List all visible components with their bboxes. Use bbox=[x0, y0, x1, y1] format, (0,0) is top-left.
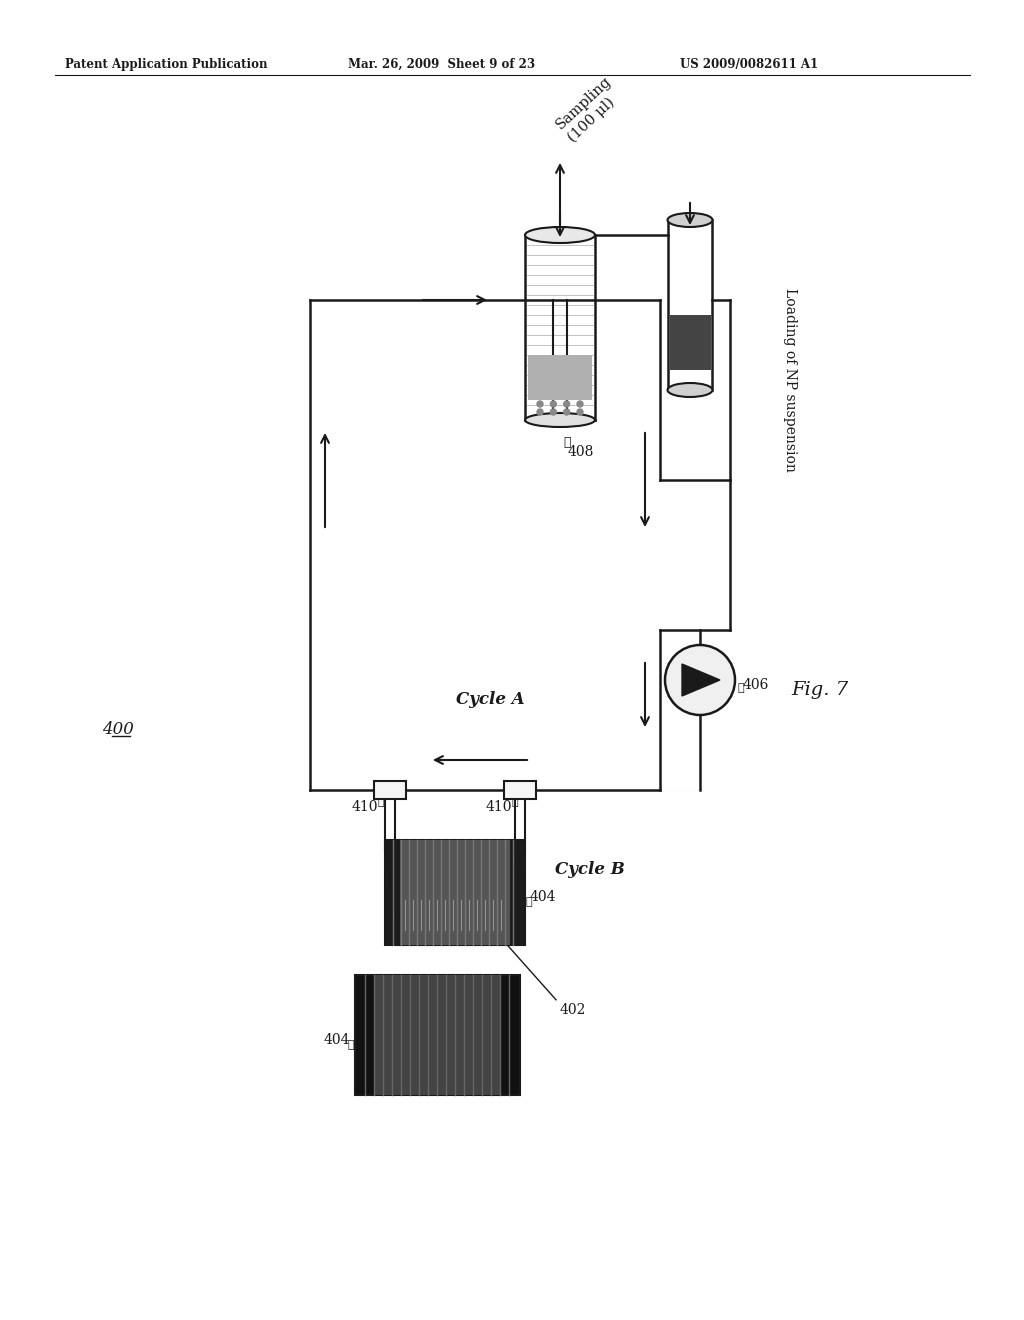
Ellipse shape bbox=[525, 227, 595, 243]
Text: 410: 410 bbox=[485, 800, 512, 814]
Text: Fig. 7: Fig. 7 bbox=[792, 681, 849, 700]
Text: 402: 402 bbox=[560, 1003, 587, 1016]
Text: 406: 406 bbox=[743, 678, 769, 692]
Circle shape bbox=[563, 401, 569, 407]
Ellipse shape bbox=[525, 413, 595, 426]
Circle shape bbox=[537, 409, 543, 414]
Bar bbox=[355, 975, 520, 1096]
Bar bbox=[670, 315, 711, 370]
Circle shape bbox=[550, 401, 556, 407]
Text: US 2009/0082611 A1: US 2009/0082611 A1 bbox=[680, 58, 818, 71]
Text: ⌣: ⌣ bbox=[347, 1040, 354, 1049]
Bar bbox=[374, 781, 406, 799]
Ellipse shape bbox=[668, 383, 713, 397]
Circle shape bbox=[550, 409, 556, 414]
Text: 410: 410 bbox=[351, 800, 378, 814]
Ellipse shape bbox=[668, 213, 713, 227]
Polygon shape bbox=[682, 664, 720, 696]
Bar bbox=[528, 355, 592, 400]
Text: ⌣: ⌣ bbox=[511, 797, 518, 807]
Text: Sampling
(100 μl): Sampling (100 μl) bbox=[553, 74, 627, 145]
Text: ⌣: ⌣ bbox=[563, 436, 570, 449]
Text: 400: 400 bbox=[102, 722, 134, 738]
Text: 404: 404 bbox=[530, 890, 556, 904]
Circle shape bbox=[665, 645, 735, 715]
Text: 404: 404 bbox=[324, 1034, 350, 1047]
Bar bbox=[375, 975, 500, 1096]
Circle shape bbox=[577, 401, 583, 407]
Text: Loading of NP suspension: Loading of NP suspension bbox=[783, 288, 797, 473]
Bar bbox=[385, 840, 525, 945]
Bar bbox=[400, 840, 510, 945]
Circle shape bbox=[537, 401, 543, 407]
Text: ⌣: ⌣ bbox=[526, 898, 532, 907]
Ellipse shape bbox=[400, 898, 510, 933]
Bar bbox=[504, 781, 536, 799]
Circle shape bbox=[577, 409, 583, 414]
Text: 408: 408 bbox=[568, 445, 594, 459]
Text: Patent Application Publication: Patent Application Publication bbox=[65, 58, 267, 71]
Text: ⌣: ⌣ bbox=[378, 797, 384, 807]
Circle shape bbox=[563, 409, 569, 414]
Text: ⌣: ⌣ bbox=[737, 682, 743, 693]
Text: Cycle B: Cycle B bbox=[555, 862, 625, 879]
Text: Cycle A: Cycle A bbox=[456, 692, 524, 709]
Text: Mar. 26, 2009  Sheet 9 of 23: Mar. 26, 2009 Sheet 9 of 23 bbox=[348, 58, 536, 71]
